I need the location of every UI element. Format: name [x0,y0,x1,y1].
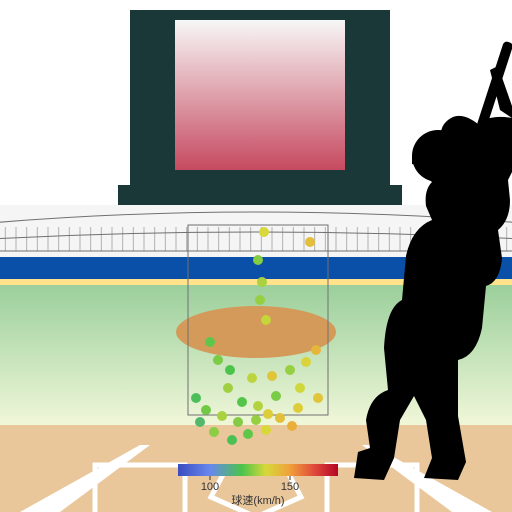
pitch-marker [259,227,269,237]
colorbar-tick-label: 100 [201,481,219,493]
pitch-marker [225,365,235,375]
pitch-marker [261,315,271,325]
pitch-marker [233,417,243,427]
pitch-marker [205,337,215,347]
pitch-marker [263,409,273,419]
pitch-marker [313,393,323,403]
pitch-marker [195,417,205,427]
scoreboard-base [118,185,402,205]
pitch-marker [191,393,201,403]
pitch-marker [285,365,295,375]
pitch-marker [201,405,211,415]
pitch-marker [251,415,261,425]
pitch-marker [295,383,305,393]
pitch-marker [209,427,219,437]
pitch-marker [267,371,277,381]
pitch-marker [253,401,263,411]
pitch-marker [301,357,311,367]
scoreboard-screen [175,20,345,170]
pitch-marker [247,373,257,383]
pitch-marker [271,391,281,401]
colorbar-tick-label: 150 [281,481,299,493]
pitch-marker [237,397,247,407]
pitch-marker [217,411,227,421]
pitch-marker [311,345,321,355]
pitch-marker [243,429,253,439]
pitch-marker [257,277,267,287]
pitch-location-chart: 100 150球速(km/h) [0,0,512,512]
pitch-marker [255,295,265,305]
pitch-marker [213,355,223,365]
pitch-marker [253,255,263,265]
pitch-marker [293,403,303,413]
pitch-marker [223,383,233,393]
pitch-marker [275,413,285,423]
pitch-marker [261,425,271,435]
pitch-marker [287,421,297,431]
colorbar [178,464,338,476]
colorbar-label: 球速(km/h) [231,493,284,507]
pitch-marker [305,237,315,247]
pitch-marker [227,435,237,445]
